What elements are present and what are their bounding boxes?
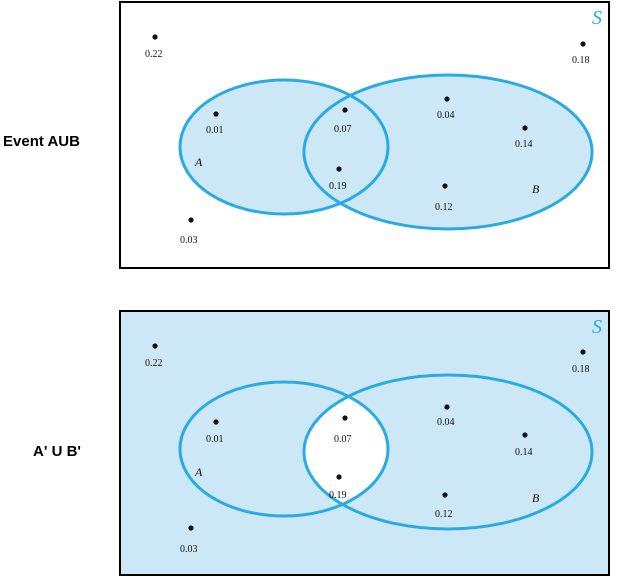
point-label: 0.22 [145,49,163,60]
point-dot [444,96,450,102]
point-label: 0.19 [329,490,347,501]
row-label-a-complement-union-b-complement: A' U B' [33,443,81,460]
venn-diagram-complement-of-intersection: S A B 0.22 0.18 0.01 0.07 0.04 0.14 0.19… [119,310,610,576]
set-a-circle [178,78,390,216]
point-dot [336,474,342,480]
point-dot [213,419,219,425]
row-label-event-aub: Event AUB [3,133,80,150]
point-dot [152,343,158,349]
set-b-circle [302,73,594,231]
set-a-label: A [194,465,203,479]
point-label: 0.04 [437,417,455,428]
point-label: 0.01 [206,125,224,136]
point-dot [213,111,219,117]
point-dot [152,34,158,40]
point-label: 0.07 [334,434,352,445]
point-dot [442,492,448,498]
point-label: 0.14 [515,139,533,150]
point-label: 0.07 [334,124,352,135]
point-dot [522,432,528,438]
point-dot [580,349,586,355]
point-dot [442,183,448,189]
point-label: 0.18 [572,364,590,375]
venn-diagram-union: S A B 0.22 0.18 0.01 0.07 0.04 0.14 0.19… [119,1,610,269]
set-b-circle [302,373,594,531]
set-b-label: B [532,491,540,505]
set-a-circle [178,380,390,518]
point-dot [342,415,348,421]
point-label: 0.19 [329,181,347,192]
set-a-label: A [194,155,203,169]
sample-space-label: S [592,316,602,338]
point-label: 0.12 [435,202,453,213]
point-label: 0.14 [515,447,533,458]
point-label: 0.03 [180,544,198,555]
point-dot [188,217,194,223]
point-dot [522,125,528,131]
set-b-label: B [532,182,540,196]
point-dot [342,107,348,113]
point-label: 0.01 [206,434,224,445]
point-dot [444,404,450,410]
point-dot [188,525,194,531]
sample-space-label: S [592,7,602,29]
point-label: 0.12 [435,509,453,520]
point-label: 0.22 [145,358,163,369]
point-dot [580,41,586,47]
point-dot [336,166,342,172]
point-label: 0.03 [180,235,198,246]
point-label: 0.04 [437,110,455,121]
point-label: 0.18 [572,55,590,66]
